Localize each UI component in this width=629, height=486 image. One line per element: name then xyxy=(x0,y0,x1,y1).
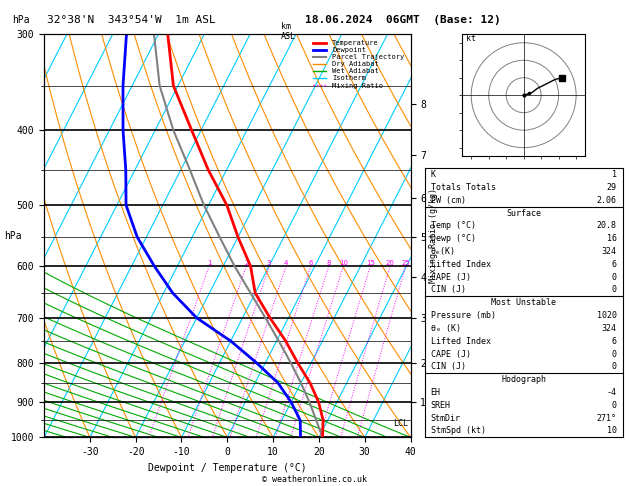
Text: PW (cm): PW (cm) xyxy=(431,196,465,205)
Text: EH: EH xyxy=(431,388,440,397)
Text: 25: 25 xyxy=(401,260,410,266)
Text: 20: 20 xyxy=(386,260,394,266)
Text: Most Unstable: Most Unstable xyxy=(491,298,556,307)
Text: 4: 4 xyxy=(284,260,288,266)
Text: SREH: SREH xyxy=(431,401,450,410)
Text: 1: 1 xyxy=(207,260,211,266)
Text: 0: 0 xyxy=(612,401,617,410)
Text: 0: 0 xyxy=(612,285,617,295)
Y-axis label: Mixing Ratio (g/kg): Mixing Ratio (g/kg) xyxy=(429,188,438,283)
Text: 1: 1 xyxy=(612,170,617,179)
Text: LCL: LCL xyxy=(393,419,408,428)
Text: km: km xyxy=(281,22,291,31)
Text: 18.06.2024  06GMT  (Base: 12): 18.06.2024 06GMT (Base: 12) xyxy=(305,15,501,25)
Text: θₑ(K): θₑ(K) xyxy=(431,247,455,256)
Text: Lifted Index: Lifted Index xyxy=(431,260,491,269)
Text: CAPE (J): CAPE (J) xyxy=(431,349,470,359)
Text: CIN (J): CIN (J) xyxy=(431,285,465,295)
Text: 16: 16 xyxy=(607,234,617,243)
Text: 271°: 271° xyxy=(597,414,617,423)
Text: Hodograph: Hodograph xyxy=(501,375,546,384)
Text: Pressure (mb): Pressure (mb) xyxy=(431,311,496,320)
Text: © weatheronline.co.uk: © weatheronline.co.uk xyxy=(262,474,367,484)
Text: θₑ (K): θₑ (K) xyxy=(431,324,460,333)
Text: 0: 0 xyxy=(612,273,617,281)
Text: 10: 10 xyxy=(339,260,348,266)
Text: 2.06: 2.06 xyxy=(597,196,617,205)
Legend: Temperature, Dewpoint, Parcel Trajectory, Dry Adiabat, Wet Adiabat, Isotherm, Mi: Temperature, Dewpoint, Parcel Trajectory… xyxy=(309,37,407,91)
Text: StmSpd (kt): StmSpd (kt) xyxy=(431,427,486,435)
Text: CAPE (J): CAPE (J) xyxy=(431,273,470,281)
Text: 0: 0 xyxy=(612,349,617,359)
Text: CIN (J): CIN (J) xyxy=(431,363,465,371)
Text: 8: 8 xyxy=(326,260,331,266)
Text: Temp (°C): Temp (°C) xyxy=(431,221,476,230)
Text: ASL: ASL xyxy=(281,32,296,41)
Text: 1020: 1020 xyxy=(597,311,617,320)
Text: Lifted Index: Lifted Index xyxy=(431,337,491,346)
Text: hPa: hPa xyxy=(13,15,30,25)
Text: Surface: Surface xyxy=(506,208,541,218)
Text: Totals Totals: Totals Totals xyxy=(431,183,496,192)
Text: 29: 29 xyxy=(607,183,617,192)
Text: kt: kt xyxy=(466,34,476,43)
Text: 2: 2 xyxy=(244,260,248,266)
Text: 6: 6 xyxy=(308,260,313,266)
Text: StmDir: StmDir xyxy=(431,414,460,423)
Text: -4: -4 xyxy=(607,388,617,397)
Text: 10: 10 xyxy=(607,427,617,435)
Text: hPa: hPa xyxy=(4,231,21,241)
X-axis label: Dewpoint / Temperature (°C): Dewpoint / Temperature (°C) xyxy=(148,463,306,473)
Text: 15: 15 xyxy=(366,260,375,266)
Text: 0: 0 xyxy=(612,363,617,371)
Text: 3: 3 xyxy=(267,260,272,266)
Text: Dewp (°C): Dewp (°C) xyxy=(431,234,476,243)
Text: 324: 324 xyxy=(602,247,617,256)
Text: 6: 6 xyxy=(612,337,617,346)
Text: 20.8: 20.8 xyxy=(597,221,617,230)
Text: 324: 324 xyxy=(602,324,617,333)
Text: 32°38'N  343°54'W  1m ASL: 32°38'N 343°54'W 1m ASL xyxy=(47,15,216,25)
Text: 6: 6 xyxy=(612,260,617,269)
Text: K: K xyxy=(431,170,435,179)
